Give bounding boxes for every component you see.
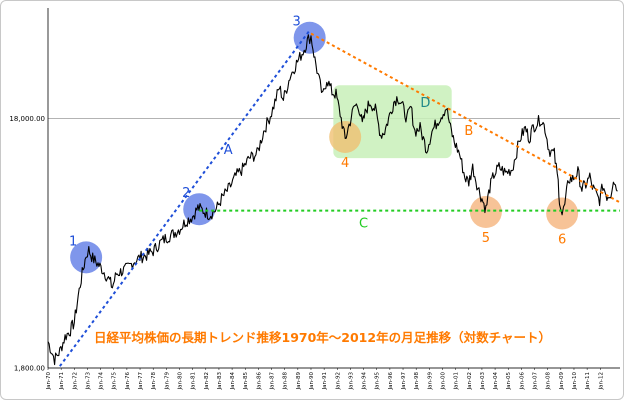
x-tick-label: Jan-98 xyxy=(414,372,420,391)
trendline-a xyxy=(59,28,312,367)
x-tick-label: Jan-72 xyxy=(72,372,78,390)
x-tick-label: Jan-95 xyxy=(375,372,381,391)
x-tick-label: Jan-79 xyxy=(164,372,170,391)
series-layer xyxy=(47,34,618,366)
x-tick-label: Jan-03 xyxy=(480,372,486,391)
x-tick-label: Jan-11 xyxy=(585,372,591,390)
x-tick-label: Jan-78 xyxy=(151,372,157,391)
x-tick-label: Jan-10 xyxy=(572,372,578,391)
x-tick-label: Jan-90 xyxy=(309,372,315,391)
x-tick-label: Jan-07 xyxy=(533,372,539,391)
x-tick-label: Jan-04 xyxy=(493,372,499,391)
x-tick-label: Jan-70 xyxy=(46,372,52,391)
marker-label-3: 3 xyxy=(293,15,301,30)
x-tick-label: Jan-82 xyxy=(204,372,210,390)
marker-label-2: 2 xyxy=(182,186,190,201)
line-label-b: B xyxy=(464,124,473,139)
marker-label-6: 6 xyxy=(558,232,566,247)
x-tick-label: Jan-93 xyxy=(348,372,354,391)
line-label-a: A xyxy=(224,143,233,158)
x-tick-label: Jan-87 xyxy=(270,372,276,391)
x-tick-label: Jan-05 xyxy=(506,372,512,391)
x-tick-label: Jan-97 xyxy=(401,372,407,391)
x-tick-label: Jan-92 xyxy=(335,372,341,390)
x-tick-label: Jan-81 xyxy=(191,372,197,390)
x-tick-label: Jan-99 xyxy=(427,372,433,391)
x-tick-label: Jan-71 xyxy=(59,372,65,390)
marker-circle-3 xyxy=(293,21,326,54)
line-label-c: C xyxy=(359,216,368,231)
x-tick-label: Jan-00 xyxy=(440,372,446,391)
x-tick-label: Jan-91 xyxy=(322,372,328,390)
x-tick-label: Jan-01 xyxy=(454,372,460,390)
x-tick-label: Jan-08 xyxy=(546,372,552,391)
x-tick-label: Jan-76 xyxy=(125,372,131,391)
price-series-line xyxy=(47,34,618,366)
y-tick-label: 18,000.00 xyxy=(9,115,45,123)
chart-title: 日経平均株価の長期トレンド推移1970年〜2012年の月足推移（対数チャート） xyxy=(94,330,551,345)
trendline-layer xyxy=(59,28,621,367)
x-tick-label: Jan-94 xyxy=(362,372,368,391)
y-tick-label: 1,800.00 xyxy=(14,365,45,373)
x-tick-label: Jan-80 xyxy=(177,372,183,391)
x-tick-label: Jan-86 xyxy=(256,372,262,391)
marker-layer xyxy=(70,21,579,274)
x-tick-label: Jan-96 xyxy=(388,372,394,391)
x-tick-label: Jan-09 xyxy=(559,372,565,391)
marker-circle-5 xyxy=(469,196,502,229)
line-label-d: D xyxy=(420,96,430,111)
trendline-b xyxy=(310,32,621,204)
marker-label-4: 4 xyxy=(341,156,349,171)
x-tick-label: Jan-74 xyxy=(99,372,105,391)
x-tick-label: Jan-77 xyxy=(138,372,144,391)
x-tick-label: Jan-06 xyxy=(519,372,525,391)
x-tick-label: Jan-89 xyxy=(296,372,302,391)
x-tick-label: Jan-12 xyxy=(598,372,604,390)
marker-label-5: 5 xyxy=(482,231,490,246)
x-tick-label: Jan-83 xyxy=(217,372,223,391)
x-tick-label: Jan-02 xyxy=(467,372,473,390)
x-tick-label: Jan-73 xyxy=(85,372,91,391)
x-tick-label: Jan-88 xyxy=(283,372,289,391)
x-tick-label: Jan-85 xyxy=(243,372,249,391)
x-tick-label: Jan-84 xyxy=(230,372,236,391)
x-tick-label: Jan-75 xyxy=(112,372,118,391)
annotation-layer: 1 2 3 4 5 6 A B C D xyxy=(69,15,566,250)
marker-label-1: 1 xyxy=(69,234,77,249)
